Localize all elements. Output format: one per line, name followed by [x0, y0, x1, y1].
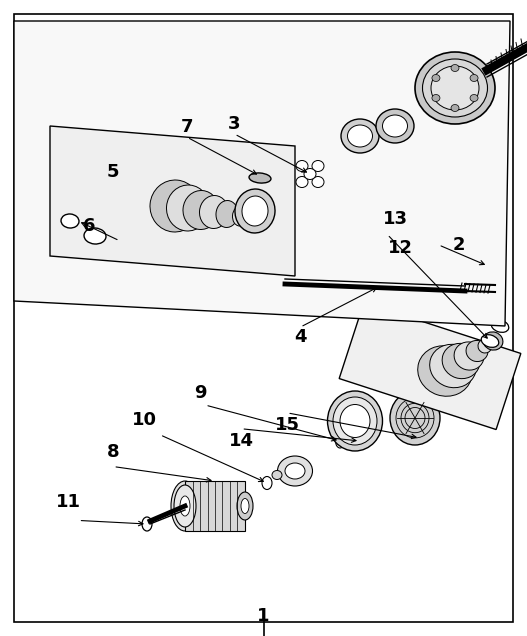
Ellipse shape — [296, 160, 308, 172]
Ellipse shape — [383, 115, 407, 137]
Text: 3: 3 — [228, 115, 241, 133]
Ellipse shape — [442, 343, 480, 378]
Ellipse shape — [171, 481, 199, 531]
Text: 4: 4 — [294, 328, 307, 346]
Text: 2: 2 — [452, 236, 465, 254]
Ellipse shape — [466, 340, 488, 361]
Ellipse shape — [491, 320, 509, 333]
Ellipse shape — [418, 346, 472, 396]
Text: 13: 13 — [383, 211, 408, 228]
Ellipse shape — [347, 125, 373, 147]
Ellipse shape — [150, 180, 200, 232]
Text: 10: 10 — [132, 411, 158, 429]
Ellipse shape — [304, 169, 316, 179]
Text: 12: 12 — [388, 239, 413, 257]
Ellipse shape — [432, 74, 440, 81]
Ellipse shape — [327, 391, 383, 451]
Ellipse shape — [262, 476, 272, 490]
Ellipse shape — [341, 119, 379, 153]
Ellipse shape — [285, 463, 305, 479]
Ellipse shape — [235, 189, 275, 233]
Ellipse shape — [483, 332, 503, 350]
Ellipse shape — [312, 160, 324, 172]
Text: 9: 9 — [194, 384, 207, 402]
Ellipse shape — [142, 517, 152, 531]
Ellipse shape — [336, 434, 345, 448]
Ellipse shape — [430, 344, 476, 388]
Ellipse shape — [423, 59, 487, 117]
Ellipse shape — [431, 66, 479, 110]
Ellipse shape — [241, 499, 249, 513]
Ellipse shape — [174, 485, 196, 527]
Ellipse shape — [470, 95, 478, 102]
Ellipse shape — [61, 214, 79, 228]
Text: 1: 1 — [257, 607, 270, 625]
Ellipse shape — [167, 185, 210, 231]
Polygon shape — [14, 21, 510, 326]
Text: 15: 15 — [275, 416, 300, 434]
Ellipse shape — [278, 456, 313, 486]
Polygon shape — [185, 481, 245, 531]
Ellipse shape — [216, 200, 238, 228]
Text: 7: 7 — [181, 118, 193, 136]
Ellipse shape — [333, 397, 377, 445]
Ellipse shape — [478, 339, 492, 353]
Polygon shape — [50, 126, 295, 276]
Ellipse shape — [242, 196, 268, 226]
Ellipse shape — [390, 391, 440, 445]
Ellipse shape — [272, 471, 282, 480]
Ellipse shape — [451, 104, 459, 111]
Ellipse shape — [376, 109, 414, 143]
Text: 14: 14 — [229, 432, 254, 450]
Ellipse shape — [432, 95, 440, 102]
Text: 5: 5 — [107, 163, 120, 181]
Ellipse shape — [180, 496, 190, 516]
Text: 11: 11 — [56, 494, 81, 511]
Text: 8: 8 — [107, 443, 120, 460]
Ellipse shape — [481, 335, 499, 347]
Ellipse shape — [249, 173, 271, 183]
Ellipse shape — [415, 52, 495, 124]
Ellipse shape — [232, 206, 248, 226]
Ellipse shape — [200, 195, 229, 228]
Ellipse shape — [237, 492, 253, 520]
Ellipse shape — [454, 342, 484, 370]
Ellipse shape — [84, 228, 106, 244]
Ellipse shape — [312, 177, 324, 188]
Ellipse shape — [248, 211, 258, 225]
Ellipse shape — [340, 404, 370, 438]
Ellipse shape — [451, 64, 459, 71]
Text: 6: 6 — [83, 217, 96, 235]
Ellipse shape — [183, 191, 219, 230]
Polygon shape — [339, 303, 521, 429]
Ellipse shape — [470, 74, 478, 81]
Ellipse shape — [296, 177, 308, 188]
